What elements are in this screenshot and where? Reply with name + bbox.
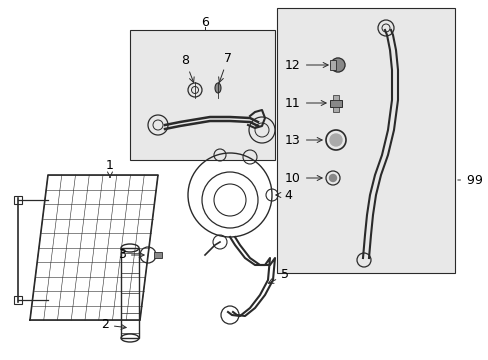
Text: 2: 2 bbox=[101, 319, 126, 332]
Text: 11: 11 bbox=[285, 96, 325, 109]
Bar bbox=[14, 196, 22, 204]
Text: 7: 7 bbox=[218, 51, 231, 82]
Circle shape bbox=[330, 58, 345, 72]
Text: 9: 9 bbox=[473, 174, 481, 186]
Text: 9: 9 bbox=[457, 174, 473, 186]
Bar bbox=[332, 95, 338, 100]
Circle shape bbox=[329, 175, 336, 181]
Text: 12: 12 bbox=[285, 59, 327, 72]
Text: 3: 3 bbox=[118, 248, 144, 261]
Text: 4: 4 bbox=[275, 189, 291, 202]
Text: 13: 13 bbox=[285, 134, 322, 147]
Text: 6: 6 bbox=[201, 15, 208, 28]
Bar bbox=[130, 30, 274, 160]
Text: 10: 10 bbox=[285, 171, 322, 185]
Bar bbox=[154, 252, 162, 258]
Bar bbox=[121, 248, 139, 338]
Bar bbox=[329, 60, 335, 70]
Bar bbox=[14, 296, 22, 304]
Bar bbox=[332, 107, 338, 112]
Bar bbox=[329, 100, 341, 107]
Ellipse shape bbox=[215, 83, 221, 93]
Text: 8: 8 bbox=[181, 54, 194, 82]
Bar bbox=[276, 8, 454, 273]
Text: 1: 1 bbox=[106, 158, 114, 177]
Text: 5: 5 bbox=[268, 269, 288, 283]
Circle shape bbox=[329, 134, 341, 146]
